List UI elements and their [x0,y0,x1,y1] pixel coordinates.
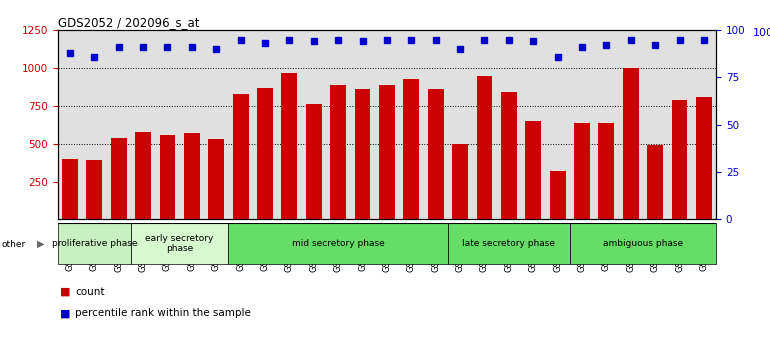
Bar [257,88,273,219]
Text: ■: ■ [60,287,71,297]
Bar [355,89,370,219]
FancyBboxPatch shape [229,223,448,264]
Bar [501,92,517,219]
Bar [136,132,151,219]
Bar [159,135,176,219]
FancyBboxPatch shape [58,223,131,264]
Bar [574,122,590,219]
Text: GDS2052 / 202096_s_at: GDS2052 / 202096_s_at [58,16,199,29]
Text: late secretory phase: late secretory phase [462,239,555,248]
Text: proliferative phase: proliferative phase [52,239,137,248]
Text: ambiguous phase: ambiguous phase [603,239,683,248]
Text: other: other [2,240,25,249]
Bar [282,73,297,219]
Bar [525,121,541,219]
FancyBboxPatch shape [131,223,229,264]
FancyBboxPatch shape [448,223,570,264]
Text: early secretory
phase: early secretory phase [146,234,214,253]
Bar [62,159,78,219]
Bar [306,104,322,219]
Bar [477,75,492,219]
Bar [330,85,346,219]
Bar [648,145,663,219]
Bar [184,133,199,219]
Bar [379,85,395,219]
Bar [623,68,638,219]
Bar [598,122,614,219]
Bar [111,138,126,219]
Bar [452,144,468,219]
Text: percentile rank within the sample: percentile rank within the sample [75,308,251,318]
Bar [671,100,688,219]
Bar [696,97,711,219]
Bar [86,160,102,219]
Y-axis label: 100%: 100% [753,28,770,38]
Bar [428,89,444,219]
Text: mid secretory phase: mid secretory phase [292,239,384,248]
Text: ■: ■ [60,308,71,318]
FancyBboxPatch shape [570,223,716,264]
Bar [403,79,419,219]
Text: ▶: ▶ [37,239,45,249]
Bar [209,139,224,219]
Text: count: count [75,287,105,297]
Bar [550,171,565,219]
Bar [233,94,249,219]
